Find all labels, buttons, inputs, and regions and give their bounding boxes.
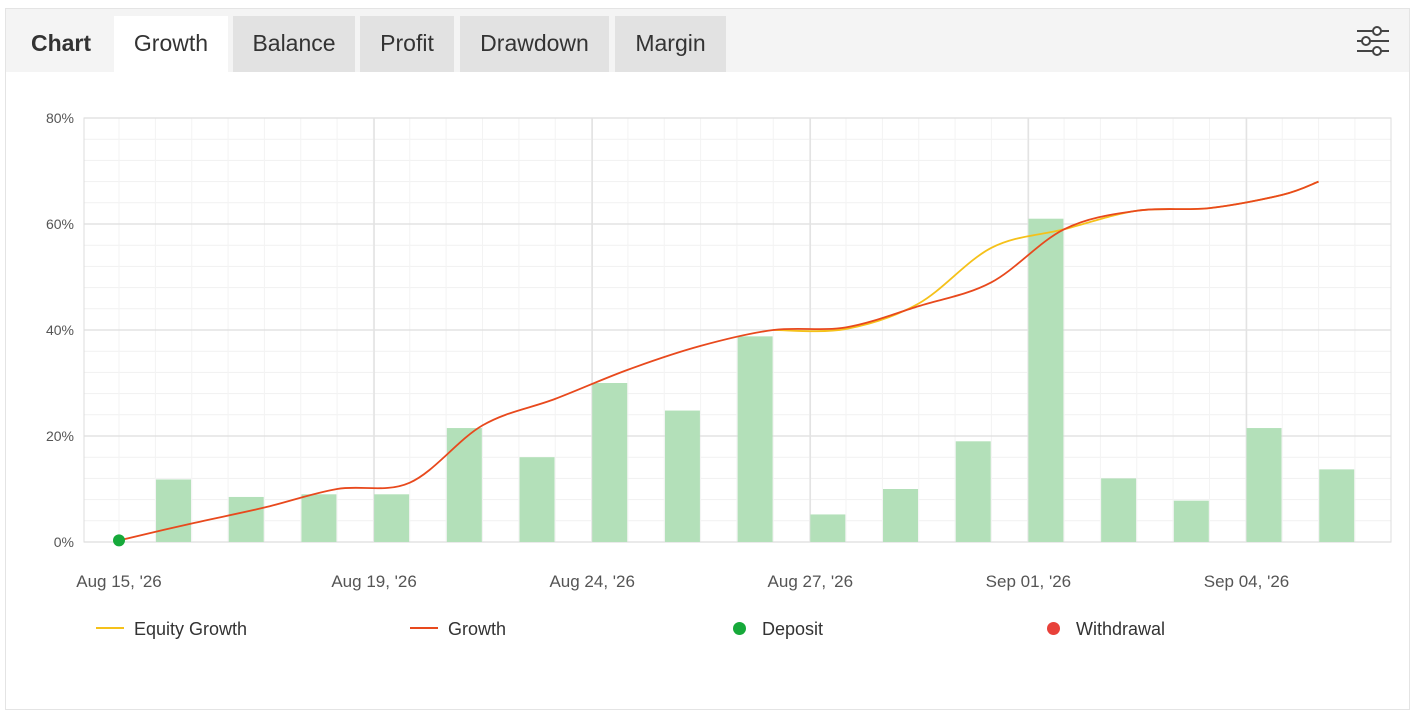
profit-bar	[228, 496, 264, 542]
profit-bar	[301, 494, 337, 542]
y-tick-label: 0%	[54, 534, 74, 550]
tab-drawdown[interactable]: Drawdown	[460, 16, 609, 72]
tab-profit[interactable]: Profit	[360, 16, 454, 72]
tab-balance[interactable]: Balance	[233, 16, 355, 72]
chart-panel: Chart Growth Balance Profit Drawdown Mar…	[5, 8, 1410, 710]
withdrawal-dot-icon	[1047, 621, 1060, 635]
profit-bar	[374, 494, 410, 542]
profit-bar	[1319, 469, 1355, 542]
profit-bar	[810, 514, 846, 542]
tab-growth[interactable]: Growth	[114, 16, 228, 72]
y-tick-label: 20%	[46, 428, 74, 444]
equity-growth-swatch	[96, 627, 124, 630]
growth-line	[118, 180, 1319, 542]
profit-bar	[737, 336, 773, 542]
legend-deposit[interactable]: Deposit	[733, 617, 823, 641]
legend-equity-growth[interactable]: Equity Growth	[96, 617, 247, 641]
x-tick-label: Sep 01, '26	[986, 572, 1071, 591]
x-tick-label: Aug 24, '26	[549, 572, 634, 591]
profit-bar	[664, 410, 700, 542]
profit-bar	[519, 457, 555, 542]
profit-bar	[955, 441, 991, 542]
legend-growth[interactable]: Growth	[410, 617, 506, 641]
legend-growth-label: Growth	[448, 619, 507, 639]
legend-deposit-label: Deposit	[762, 619, 824, 639]
deposit-dot-icon	[733, 621, 746, 635]
profit-bar	[446, 428, 482, 542]
profit-bar	[883, 489, 919, 542]
x-tick-label: Aug 15, '26	[76, 572, 161, 591]
profit-bar	[1028, 218, 1064, 542]
deposit-marker	[113, 534, 125, 547]
legend-withdrawal-label: Withdrawal	[1076, 619, 1166, 639]
profit-bar	[1101, 478, 1137, 542]
y-tick-label: 60%	[46, 216, 74, 232]
chart-label: Chart	[30, 30, 92, 56]
profit-bar	[156, 479, 192, 542]
x-tick-label: Aug 27, '26	[768, 572, 853, 591]
legend-equity-growth-label: Equity Growth	[134, 619, 248, 639]
tab-margin[interactable]: Margin	[615, 16, 726, 72]
y-tick-label: 80%	[46, 110, 74, 126]
x-tick-label: Sep 04, '26	[1204, 572, 1289, 591]
sliders-icon[interactable]	[1355, 23, 1391, 59]
profit-bar	[592, 383, 628, 542]
profit-bar	[1173, 500, 1209, 542]
growth-swatch	[410, 627, 438, 630]
y-tick-label: 40%	[46, 322, 74, 338]
tab-bar: Chart Growth Balance Profit Drawdown Mar…	[6, 9, 1409, 72]
profit-bar	[1246, 428, 1282, 542]
x-tick-label: Aug 19, '26	[331, 572, 416, 591]
legend-withdrawal[interactable]: Withdrawal	[1047, 617, 1165, 641]
